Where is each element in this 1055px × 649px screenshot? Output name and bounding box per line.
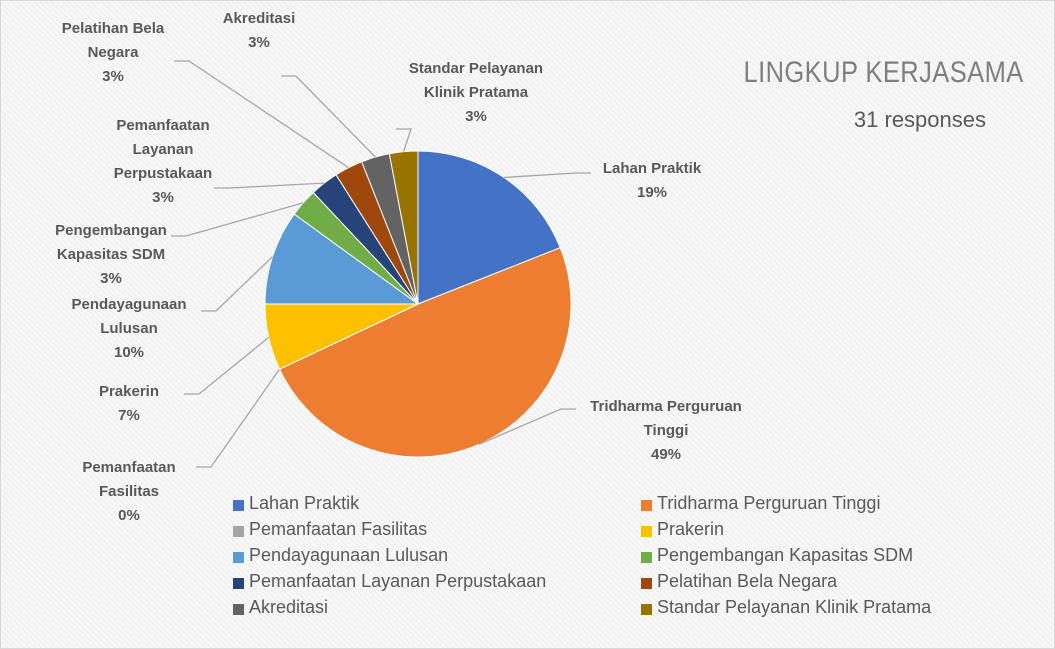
label-category: Akreditasi	[222, 10, 296, 27]
label-category: Prakerin	[98, 383, 160, 400]
label-category: Tridharma Perguruan Tinggi	[590, 398, 742, 439]
pie-slice	[278, 247, 572, 458]
leader-line	[196, 368, 281, 468]
legend-label: Tridharma Perguruan Tinggi	[657, 493, 881, 513]
chart-subtitle: 31 responses	[853, 107, 986, 132]
legend-swatch	[233, 578, 244, 589]
data-label: Pendayagunaan Lulusan 10%	[59, 293, 199, 365]
data-label: Pelatihan Bela Negara 3%	[48, 17, 178, 89]
label-category: Pemanfaatan Layanan Perpustakaan	[113, 117, 213, 182]
label-category: Pelatihan Bela Negara	[61, 20, 165, 61]
legend-swatch	[233, 500, 244, 511]
label-value: 3%	[100, 270, 122, 287]
leader-line	[174, 60, 349, 169]
legend-label: Pemanfaatan Layanan Perpustakaan	[249, 571, 547, 591]
leader-line	[281, 75, 376, 158]
label-value: 3%	[152, 189, 174, 206]
label-category: Pendayagunaan Lulusan	[71, 296, 187, 337]
label-category: Standar Pelayanan Klinik Pratama	[408, 60, 544, 101]
label-value: 3%	[465, 108, 487, 125]
data-label: Pemanfaatan Fasilitas 0%	[69, 456, 189, 528]
label-category: Pemanfaatan Fasilitas	[82, 459, 176, 500]
leader-line	[478, 408, 576, 446]
data-label: Lahan Praktik 19%	[572, 157, 732, 205]
label-value: 3%	[248, 34, 270, 51]
legend-swatch	[641, 552, 652, 563]
legend-label: Standar Pelayanan Klinik Pratama	[657, 597, 932, 617]
data-label: Tridharma Perguruan Tinggi 49%	[571, 395, 761, 467]
legend-label: Pendayagunaan Lulusan	[249, 545, 449, 565]
leader-line	[396, 128, 412, 152]
leader-line	[201, 256, 273, 312]
legend-swatch	[641, 500, 652, 511]
leader-line	[184, 336, 270, 395]
label-category: Pengembangan Kapasitas SDM	[55, 222, 167, 263]
legend-label: Akreditasi	[249, 597, 329, 617]
data-label: Akreditasi 3%	[204, 7, 314, 55]
legend-swatch	[233, 552, 244, 563]
leader-line	[214, 182, 325, 189]
legend-swatch	[233, 604, 244, 615]
legend-label: Pemanfaatan Fasilitas	[249, 519, 428, 539]
data-label: Standar Pelayanan Klinik Pratama 3%	[396, 57, 556, 129]
data-label: Prakerin 7%	[69, 380, 189, 428]
label-category: Lahan Praktik	[602, 160, 702, 177]
legend-label: Pelatihan Bela Negara	[657, 571, 838, 591]
leader-line	[171, 202, 304, 237]
label-value: 7%	[118, 407, 140, 424]
legend-swatch	[641, 604, 652, 615]
legend-label: Prakerin	[657, 519, 725, 539]
label-value: 10%	[113, 344, 145, 361]
chart-title: LINGKUP KERJASAMA	[743, 56, 1024, 89]
label-value: 19%	[636, 184, 668, 201]
label-value: 3%	[102, 68, 124, 85]
legend-label: Pengembangan Kapasitas SDM	[657, 545, 914, 565]
label-value: 49%	[650, 446, 682, 463]
label-value: 0%	[118, 507, 140, 524]
legend-label: Lahan Praktik	[249, 493, 360, 513]
leader-line	[503, 172, 591, 179]
data-label: Pengembangan Kapasitas SDM 3%	[26, 219, 196, 291]
legend-swatch	[641, 526, 652, 537]
data-label: Pemanfaatan Layanan Perpustakaan 3%	[98, 114, 228, 210]
legend-swatch	[233, 526, 244, 537]
legend-swatch	[641, 578, 652, 589]
